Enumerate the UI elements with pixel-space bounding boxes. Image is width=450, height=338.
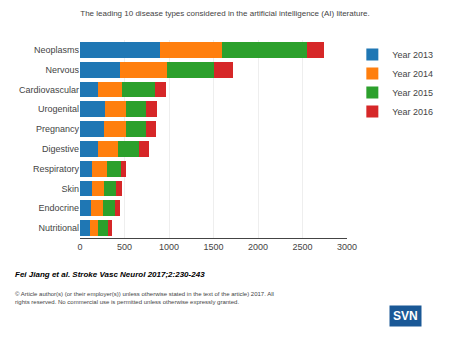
svg-text:Endocrine: Endocrine (38, 203, 79, 213)
svg-text:Year 2014: Year 2014 (392, 69, 433, 79)
svg-text:1000: 1000 (159, 242, 179, 252)
svg-text:2000: 2000 (248, 242, 268, 252)
svg-text:Skin: Skin (61, 184, 79, 194)
svg-text:Year 2013: Year 2013 (392, 50, 433, 60)
svg-text:Digestive: Digestive (42, 144, 79, 154)
svg-text:Cardiovascular: Cardiovascular (19, 85, 79, 95)
svg-text:Nervous: Nervous (45, 65, 79, 75)
svg-text:Respiratory: Respiratory (33, 164, 80, 174)
svg-text:SVN: SVN (393, 309, 418, 323)
svg-text:Pregnancy: Pregnancy (36, 124, 80, 134)
svg-text:3000: 3000 (337, 242, 357, 252)
svg-text:© Article author(s) (or their: © Article author(s) (or their employer(s… (15, 291, 274, 305)
svg-text:2500: 2500 (292, 242, 312, 252)
svg-text:Urogenital: Urogenital (38, 104, 79, 114)
svg-text:1500: 1500 (203, 242, 223, 252)
svg-text:0: 0 (77, 242, 82, 252)
svg-text:500: 500 (117, 242, 132, 252)
svg-text:Year 2015: Year 2015 (392, 88, 433, 98)
svg-text:Nutritional: Nutritional (38, 223, 79, 233)
svg-text:Fei Jiang et al. Stroke Vasc N: Fei Jiang et al. Stroke Vasc Neurol 2017… (15, 270, 205, 279)
svg-text:Neoplasms: Neoplasms (34, 45, 80, 55)
svg-text:Year 2016: Year 2016 (392, 107, 433, 117)
svg-text:The leading 10 disease types c: The leading 10 disease types considered … (80, 9, 370, 18)
